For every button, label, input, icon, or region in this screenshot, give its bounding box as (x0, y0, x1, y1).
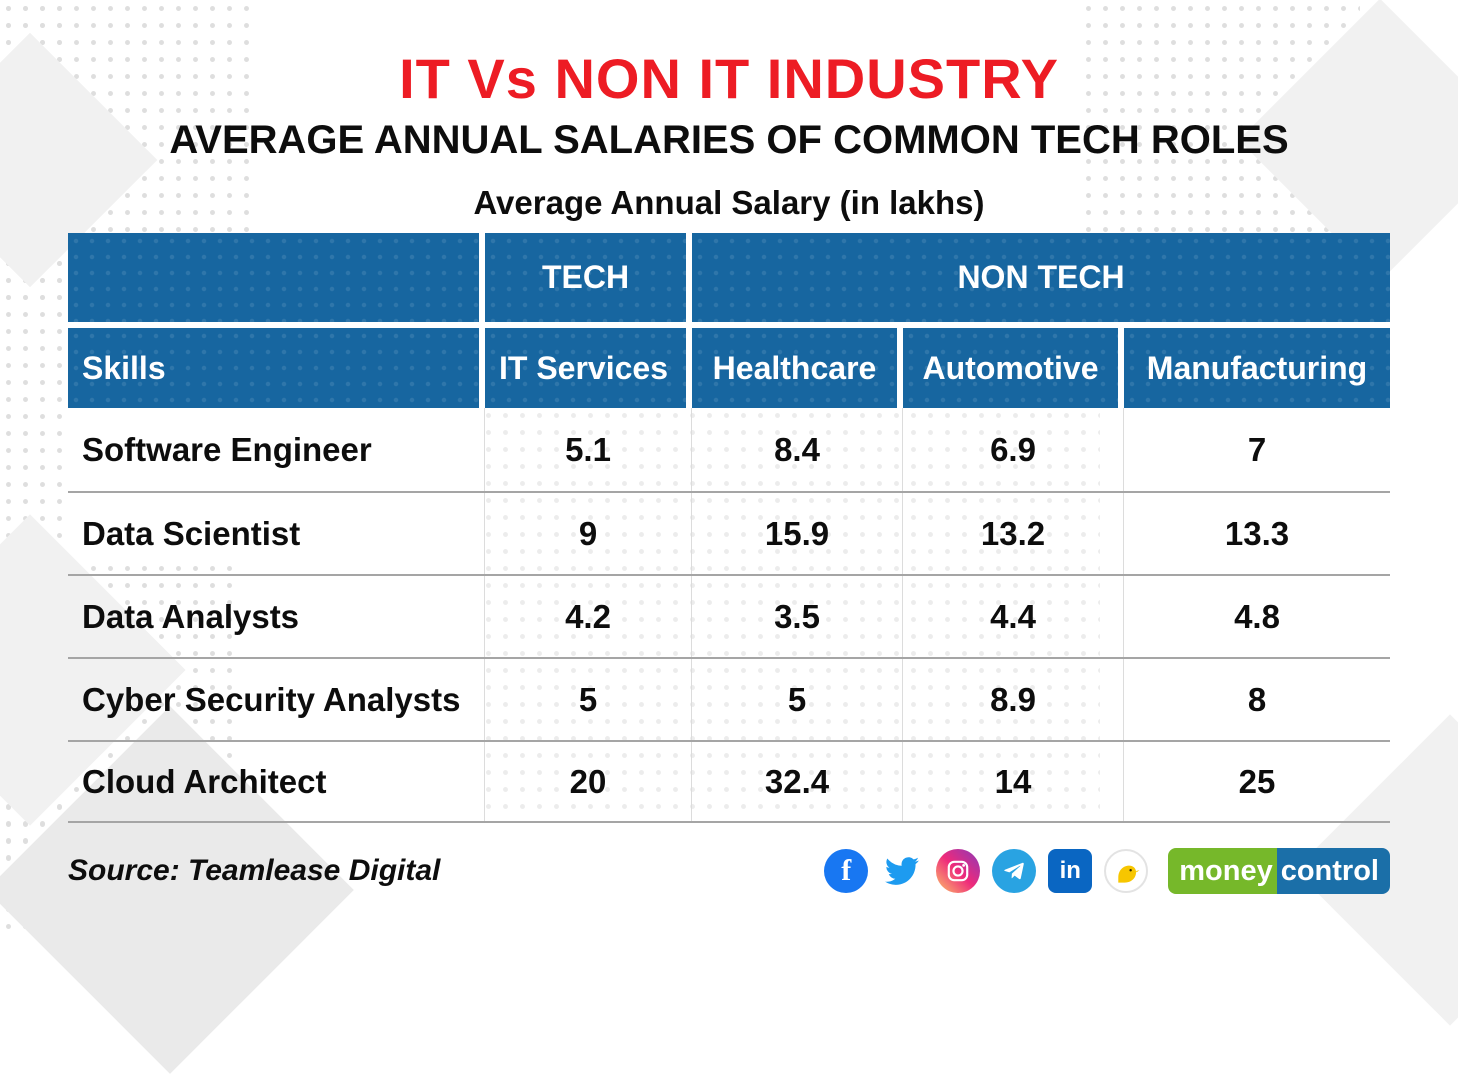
value-cell: 9 (485, 493, 692, 574)
skill-cell: Software Engineer (68, 408, 485, 491)
value-cell: 5 (692, 659, 903, 740)
linkedin-icon: in (1048, 849, 1093, 893)
value-cell: 5 (485, 659, 692, 740)
facebook-glyph: f (841, 854, 852, 887)
page-title: IT Vs NON IT INDUSTRY (399, 47, 1059, 110)
value-cell: 4.4 (903, 576, 1124, 657)
column-header-healthcare: Healthcare (692, 328, 903, 408)
skill-cell: Cyber Security Analysts (68, 659, 485, 740)
value-cell: 8.9 (903, 659, 1124, 740)
footer: Source: Teamlease Digital f (68, 848, 1390, 894)
table-caption: Average Annual Salary (in lakhs) (473, 184, 985, 221)
value-cell: 13.2 (903, 493, 1124, 574)
value-cell: 8.4 (692, 408, 903, 491)
column-header-skills: Skills (68, 328, 485, 408)
skill-cell: Data Analysts (68, 576, 485, 657)
value-cell: 14 (903, 742, 1124, 821)
social-icon-row: f in (824, 848, 1390, 894)
column-header-automotive: Automotive (903, 328, 1124, 408)
value-cell: 4.8 (1234, 597, 1280, 635)
koo-icon (1104, 849, 1149, 893)
value-cell: 32.4 (692, 742, 903, 821)
value-cell: 4.2 (485, 576, 692, 657)
value-cell: 7 (1247, 430, 1267, 468)
table-row: Data Scientist 9 15.9 13.2 13.3 (68, 491, 1390, 574)
column-header-manufacturing: Manufacturing (1124, 328, 1390, 408)
column-header-it-services: IT Services (485, 328, 692, 408)
skill-cell: Data Scientist (68, 493, 485, 574)
group-header-tech: TECH (485, 233, 692, 322)
source-text: Source: Teamlease Digital (68, 854, 441, 887)
salary-table: TECH NON TECH Skills IT Services Healthc… (68, 233, 1390, 823)
table-row: Cyber Security Analysts 5 5 8.9 8 (68, 657, 1390, 740)
instagram-icon (936, 849, 981, 893)
moneycontrol-logo-control: control (1276, 848, 1390, 894)
table-row: Software Engineer 5.1 8.4 6.9 7 (68, 408, 1390, 491)
table-row: Data Analysts 4.2 3.5 4.4 4.8 (68, 574, 1390, 657)
table-corner-cell (68, 233, 485, 322)
value-cell: 20 (485, 742, 692, 821)
twitter-icon (880, 849, 924, 893)
value-cell: 3.5 (692, 576, 903, 657)
telegram-icon (992, 849, 1037, 893)
moneycontrol-logo-money: money (1168, 848, 1277, 894)
table-row: Cloud Architect 20 32.4 14 25 (68, 740, 1390, 823)
table-group-header-row: TECH NON TECH (68, 233, 1390, 322)
value-cell: 13.3 (1224, 514, 1290, 552)
value-cell: 6.9 (903, 408, 1124, 491)
value-cell: 15.9 (692, 493, 903, 574)
moneycontrol-logo: money control (1168, 848, 1390, 894)
page-subtitle: AVERAGE ANNUAL SALARIES OF COMMON TECH R… (169, 118, 1289, 162)
facebook-icon: f (824, 849, 869, 893)
value-cell: 5.1 (485, 408, 692, 491)
table-column-header-row: Skills IT Services Healthcare Automotive… (68, 328, 1390, 408)
value-cell: 8 (1247, 680, 1267, 718)
value-cell: 25 (1238, 762, 1276, 800)
linkedin-glyph: in (1059, 857, 1081, 884)
group-header-non-tech: NON TECH (692, 233, 1390, 322)
skill-cell: Cloud Architect (68, 742, 485, 821)
